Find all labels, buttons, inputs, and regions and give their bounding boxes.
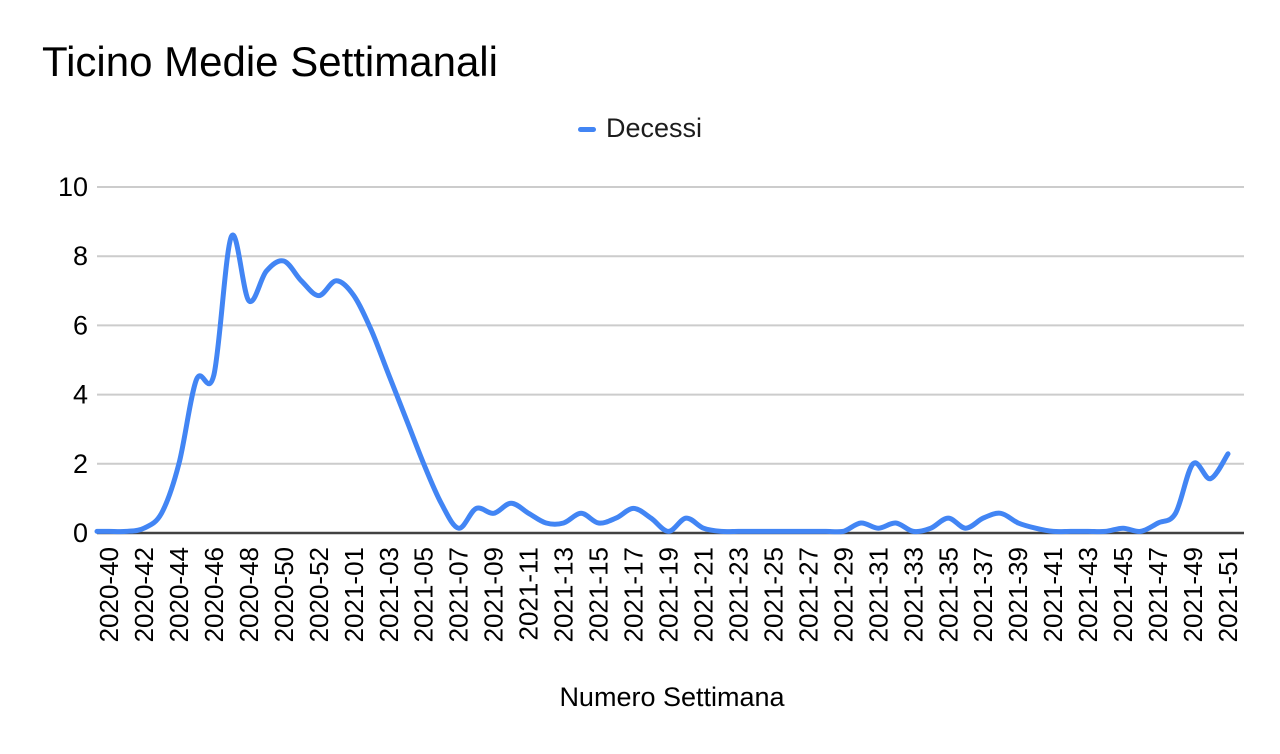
x-tick-label: 2021-45 xyxy=(1108,547,1138,642)
x-tick-label: 2020-48 xyxy=(234,547,264,642)
x-tick-label: 2020-52 xyxy=(304,547,334,642)
chart-title: Ticino Medie Settimanali xyxy=(42,38,498,85)
x-axis-title: Numero Settimana xyxy=(559,682,785,712)
x-tick-label: 2021-11 xyxy=(514,547,544,641)
x-tick-label: 2020-42 xyxy=(129,547,159,642)
x-tick-label: 2021-15 xyxy=(584,547,614,642)
y-tick-label: 0 xyxy=(73,518,88,548)
x-tick-label: 2021-09 xyxy=(479,547,509,642)
x-tick-label: 2020-46 xyxy=(199,547,229,642)
x-tick-label: 2021-29 xyxy=(828,547,858,642)
x-tick-label: 2021-51 xyxy=(1213,547,1243,642)
legend-series-label: Decessi xyxy=(605,112,703,143)
x-tick-label: 2021-27 xyxy=(793,547,823,642)
x-tick-label: 2021-07 xyxy=(444,547,474,642)
x-tick-label: 2020-40 xyxy=(94,547,124,642)
x-tick-label: 2020-44 xyxy=(164,547,194,642)
x-tick-label: 2021-23 xyxy=(723,547,753,642)
x-tick-label: 2021-43 xyxy=(1073,547,1103,642)
x-tick-label: 2021-01 xyxy=(339,547,369,642)
x-tick-label: 2021-31 xyxy=(863,547,893,642)
x-tick-label: 2021-03 xyxy=(374,547,404,642)
x-tick-label: 2021-21 xyxy=(688,547,718,642)
x-tick-label: 2021-37 xyxy=(968,547,998,642)
x-tick-label: 2021-25 xyxy=(758,547,788,642)
y-tick-label: 4 xyxy=(73,380,88,410)
y-tick-label: 6 xyxy=(73,310,88,340)
x-tick-label: 2021-13 xyxy=(549,547,579,642)
x-tick-label: 2021-49 xyxy=(1178,547,1208,642)
x-tick-label: 2021-39 xyxy=(1003,547,1033,642)
x-tick-label: 2021-19 xyxy=(654,547,684,642)
x-tick-label: 2021-05 xyxy=(409,547,439,642)
y-tick-label: 2 xyxy=(73,449,88,479)
y-tick-label: 10 xyxy=(58,172,88,202)
x-tick-label: 2021-17 xyxy=(619,547,649,642)
x-tick-label: 2021-35 xyxy=(933,547,963,642)
x-tick-label: 2021-41 xyxy=(1038,547,1068,642)
series-line-decessi xyxy=(94,232,1231,535)
x-tick-label: 2020-50 xyxy=(269,547,299,642)
legend-series-dash-icon xyxy=(577,126,596,132)
y-tick-label: 8 xyxy=(73,241,88,271)
x-tick-label: 2021-33 xyxy=(898,547,928,642)
legend: Decessi xyxy=(0,111,1280,145)
x-tick-label: 2021-47 xyxy=(1143,547,1173,642)
